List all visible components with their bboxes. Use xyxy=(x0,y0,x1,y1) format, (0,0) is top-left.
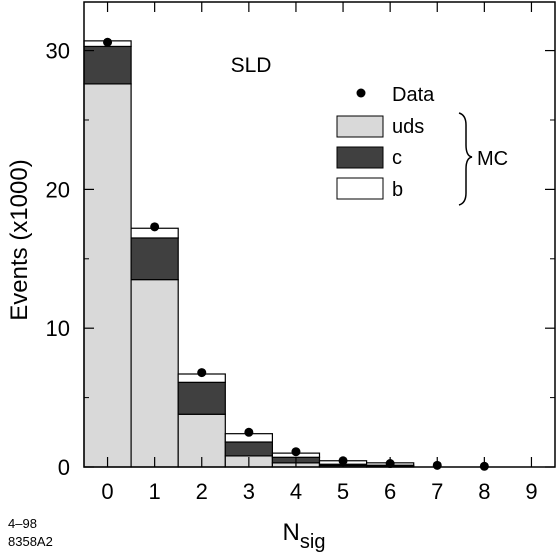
bar-c-1 xyxy=(130,237,179,281)
footnote-id: 8358A2 xyxy=(8,534,53,549)
y-tick-label-30: 30 xyxy=(46,39,70,64)
legend-c-swatch xyxy=(336,146,384,169)
x-tick-label-8: 8 xyxy=(478,479,490,504)
bar-c-0 xyxy=(83,45,132,85)
bar-uds-0 xyxy=(83,83,132,468)
y-tick-label-20: 20 xyxy=(46,177,70,202)
y-tick-label-10: 10 xyxy=(46,316,70,341)
y-axis-title: Events (x1000) xyxy=(6,159,33,320)
legend-uds-swatch xyxy=(336,115,384,138)
x-tick-label-1: 1 xyxy=(149,479,161,504)
x-tick-label-5: 5 xyxy=(337,479,349,504)
legend-data-marker xyxy=(356,88,366,98)
y-tick-label-0: 0 xyxy=(58,455,70,480)
bar-c-2 xyxy=(177,381,226,415)
x-tick-label-4: 4 xyxy=(290,479,302,504)
x-tick-label-7: 7 xyxy=(431,479,443,504)
footnote-date: 4–98 xyxy=(8,516,37,531)
bar-c-3 xyxy=(224,441,274,457)
data-point-0 xyxy=(103,37,113,47)
legend-b-swatch xyxy=(336,177,384,200)
data-point-1 xyxy=(150,222,160,232)
plot-frame xyxy=(83,1,556,468)
x-tick-label-2: 2 xyxy=(196,479,208,504)
x-tick-label-3: 3 xyxy=(243,479,255,504)
data-point-2 xyxy=(197,368,207,378)
data-point-4 xyxy=(291,447,301,457)
legend-mc-brace xyxy=(458,112,473,206)
x-axis-title: Nsig xyxy=(283,519,326,553)
legend-mc-label: MC xyxy=(477,148,508,170)
bar-uds-1 xyxy=(130,279,179,468)
data-point-3 xyxy=(244,427,254,437)
x-axis-title-main: N xyxy=(283,519,300,546)
legend-b-label: b xyxy=(392,179,403,201)
legend-uds-label: uds xyxy=(392,116,424,138)
sld-annotation: SLD xyxy=(231,54,272,77)
legend-c-label: c xyxy=(392,147,402,169)
ticks-layer: 0 10 20 30 0 1 2 3 4 5 6 7 8 9 xyxy=(46,2,555,504)
x-tick-label-9: 9 xyxy=(525,479,537,504)
x-axis-title-subscript: sig xyxy=(300,531,326,553)
x-tick-label-0: 0 xyxy=(101,479,113,504)
x-tick-label-6: 6 xyxy=(384,479,396,504)
legend-data-label: Data xyxy=(392,84,435,106)
bars-layer xyxy=(83,40,415,468)
legend: Data uds c b MC xyxy=(336,84,508,206)
